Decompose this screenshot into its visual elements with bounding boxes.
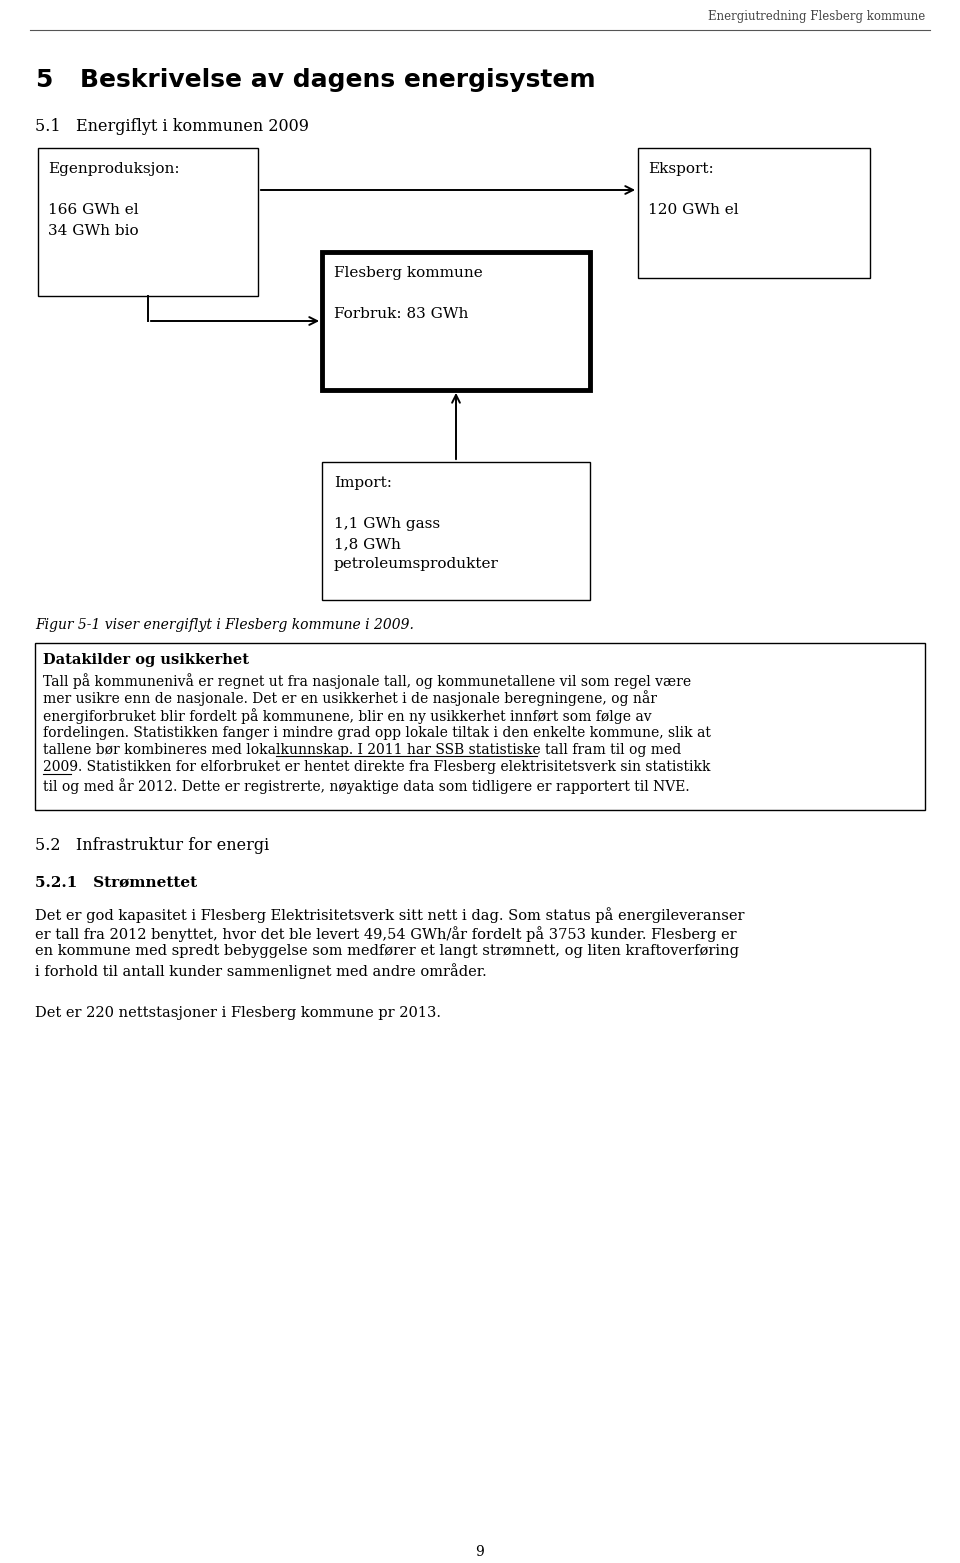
Text: Figur 5-1 viser energiflyt i Flesberg kommune i 2009.: Figur 5-1 viser energiflyt i Flesberg ko…	[35, 617, 414, 631]
Bar	[322, 252, 590, 391]
Text: Eksport:: Eksport:	[648, 163, 713, 177]
Bar	[322, 463, 590, 600]
Bar	[638, 148, 870, 278]
Text: Tall på kommunenivå er regnet ut fra nasjonale tall, og kommunetallene vil som r: Tall på kommunenivå er regnet ut fra nas…	[43, 674, 691, 689]
Text: Energiutredning Flesberg kommune: Energiutredning Flesberg kommune	[708, 9, 925, 23]
Text: energiforbruket blir fordelt på kommunene, blir en ny usikkerhet innført som føl: energiforbruket blir fordelt på kommunen…	[43, 708, 652, 724]
Text: Det er 220 nettstasjoner i Flesberg kommune pr 2013.: Det er 220 nettstasjoner i Flesberg komm…	[35, 1005, 441, 1019]
Text: 166 GWh el
34 GWh bio: 166 GWh el 34 GWh bio	[48, 203, 138, 238]
Text: mer usikre enn de nasjonale. Det er en usikkerhet i de nasjonale beregningene, o: mer usikre enn de nasjonale. Det er en u…	[43, 691, 657, 706]
Text: Datakilder og usikkerhet: Datakilder og usikkerhet	[43, 653, 249, 667]
Text: 5: 5	[35, 69, 53, 92]
Text: i forhold til antall kunder sammenlignet med andre områder.: i forhold til antall kunder sammenlignet…	[35, 963, 487, 978]
Text: 120 GWh el: 120 GWh el	[648, 203, 738, 217]
Text: 5.2   Infrastruktur for energi: 5.2 Infrastruktur for energi	[35, 838, 269, 855]
Text: 5.1   Energiflyt i kommunen 2009: 5.1 Energiflyt i kommunen 2009	[35, 117, 309, 134]
Text: Forbruk: 83 GWh: Forbruk: 83 GWh	[334, 306, 468, 320]
Text: 2009. Statistikken for elforbruket er hentet direkte fra Flesberg elektrisitetsv: 2009. Statistikken for elforbruket er he…	[43, 761, 710, 775]
Text: 9: 9	[475, 1544, 485, 1558]
Text: Det er god kapasitet i Flesberg Elektrisitetsverk sitt nett i dag. Som status på: Det er god kapasitet i Flesberg Elektris…	[35, 908, 745, 924]
Text: 5.2.1   Strømnettet: 5.2.1 Strømnettet	[35, 875, 197, 889]
Text: Beskrivelse av dagens energisystem: Beskrivelse av dagens energisystem	[80, 69, 595, 92]
Text: 1,1 GWh gass
1,8 GWh
petroleumsprodukter: 1,1 GWh gass 1,8 GWh petroleumsprodukter	[334, 517, 499, 570]
Text: en kommune med spredt bebyggelse som medfører et langt strømnett, og liten kraft: en kommune med spredt bebyggelse som med…	[35, 944, 739, 958]
Text: fordelingen. Statistikken fanger i mindre grad opp lokale tiltak i den enkelte k: fordelingen. Statistikken fanger i mindr…	[43, 725, 710, 739]
Text: tallene bør kombineres med lokalkunnskap. I 2011 har SSB statistiske tall fram t: tallene bør kombineres med lokalkunnskap…	[43, 742, 682, 756]
Text: Egenproduksjon:: Egenproduksjon:	[48, 163, 180, 177]
Bar	[38, 148, 258, 295]
Text: Flesberg kommune: Flesberg kommune	[334, 266, 483, 280]
Text: er tall fra 2012 benyttet, hvor det ble levert 49,54 GWh/år fordelt på 3753 kund: er tall fra 2012 benyttet, hvor det ble …	[35, 925, 736, 942]
Bar	[35, 642, 925, 810]
Text: til og med år 2012. Dette er registrerte, nøyaktige data som tidligere er rappor: til og med år 2012. Dette er registrerte…	[43, 778, 689, 794]
Text: Import:: Import:	[334, 477, 392, 489]
